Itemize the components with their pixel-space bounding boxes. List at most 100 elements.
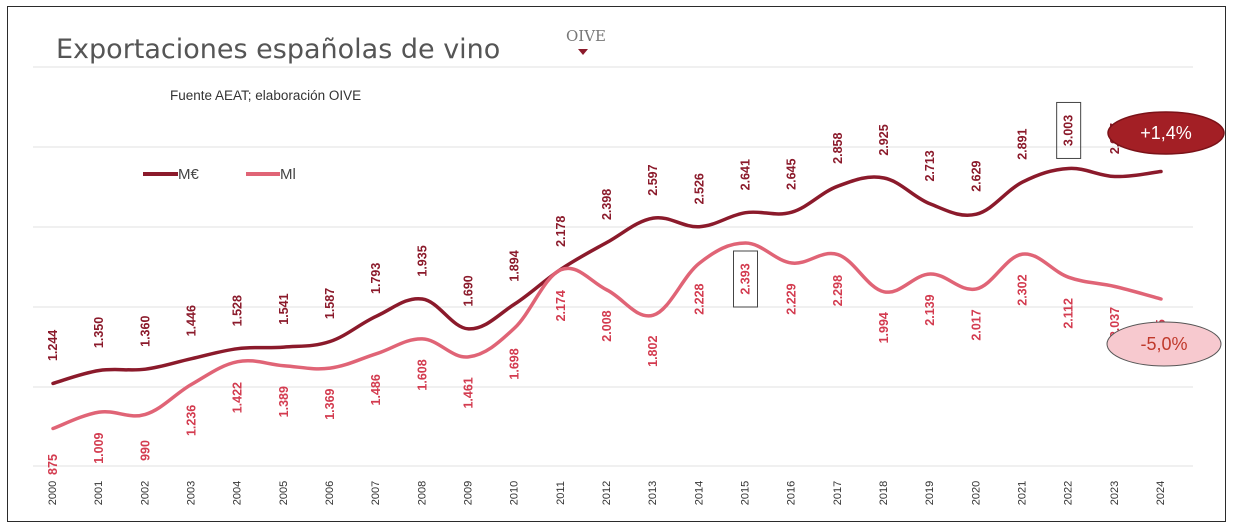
logo: OIVE	[566, 27, 606, 55]
x-tick-label: 2002	[139, 481, 151, 505]
data-label-group: 2.629	[969, 160, 983, 191]
chart: Exportaciones españolas de vino Fuente A…	[33, 27, 1225, 505]
data-label-group: 2.229	[785, 283, 799, 314]
data-label: 1.486	[369, 374, 383, 405]
data-label: 1.236	[185, 405, 199, 436]
data-label-group: 1.350	[92, 317, 106, 348]
x-tick-label: 2006	[324, 481, 336, 505]
x-tick-label: 2012	[601, 481, 613, 505]
chart-title: Exportaciones españolas de vino	[56, 34, 500, 65]
x-tick-label: 2004	[232, 481, 244, 505]
highlight-box	[1056, 101, 1082, 159]
data-label-group: 1.360	[138, 316, 152, 347]
logo-text: OIVE	[566, 27, 606, 45]
data-label-group: 2.298	[831, 275, 845, 306]
data-label-group: 1.528	[231, 295, 245, 326]
data-label-group: 1.446	[185, 305, 199, 336]
x-tick-label: 2001	[93, 481, 105, 505]
data-label: 2.008	[600, 310, 614, 341]
data-label: 990	[138, 440, 152, 461]
x-tick-label: 2010	[509, 481, 521, 505]
x-tick-label: 2013	[647, 481, 659, 505]
x-tick-label: 2008	[416, 481, 428, 505]
x-tick-label: 2016	[786, 481, 798, 505]
x-tick-label: 2015	[740, 481, 752, 505]
x-tick-label: 2018	[878, 481, 890, 505]
x-tick-label: 2009	[463, 481, 475, 505]
legend-label-me: M€	[178, 166, 199, 183]
data-label-group: 2.641	[739, 159, 753, 190]
data-label: 2.597	[646, 164, 660, 195]
data-label: 2.858	[831, 132, 845, 163]
data-label: 875	[46, 454, 60, 475]
x-tick-label: 2020	[970, 481, 982, 505]
data-label-group: 1.994	[877, 312, 891, 343]
legend-label-ml: Ml	[280, 166, 296, 183]
data-label: 1.608	[415, 359, 429, 390]
x-tick-label: 2023	[1109, 481, 1121, 505]
change-badge-me-shape	[1107, 111, 1225, 155]
x-tick-label: 2011	[555, 481, 567, 505]
data-label: 2.178	[554, 216, 568, 247]
data-label-group: 1.587	[323, 288, 337, 319]
data-label-group: 1.422	[231, 382, 245, 413]
data-label-group: 1.236	[185, 405, 199, 436]
data-label-group: 1.690	[462, 275, 476, 306]
change-badge-me-text: +1,4%	[1140, 123, 1192, 143]
data-label-group: 1.894	[508, 250, 522, 281]
data-label: 2.139	[923, 294, 937, 325]
data-label-group: 2.858	[831, 132, 845, 163]
data-label: 2.174	[554, 290, 568, 321]
data-label: 1.690	[462, 275, 476, 306]
data-label-group: 2.008	[600, 310, 614, 341]
data-label-group: 875	[46, 454, 60, 475]
data-label-group: 2.139	[923, 294, 937, 325]
data-label: 2.641	[739, 159, 753, 190]
logo-mark	[578, 49, 588, 55]
data-label: 1.244	[46, 330, 60, 361]
data-label: 1.389	[277, 386, 291, 417]
data-label: 1.802	[646, 336, 660, 367]
data-label-group: 2.112	[1062, 298, 1076, 329]
series-lines	[51, 166, 1163, 431]
data-label-group: 2.017	[969, 309, 983, 340]
data-label: 2.398	[600, 189, 614, 220]
x-tick-label: 2000	[47, 481, 59, 505]
x-tick-label: 2019	[924, 481, 936, 505]
data-label: 2.925	[877, 124, 891, 155]
data-label: 2.112	[1062, 298, 1076, 329]
data-label: 1.446	[185, 305, 199, 336]
data-label-group: 1.389	[277, 386, 291, 417]
x-axis-ticks: 2000 2001 2002 2003 2004 2005 2006 2007 2008 2009…	[47, 481, 1167, 505]
data-label-group: 2.925	[877, 124, 891, 155]
data-label-group: 2.891	[1016, 128, 1030, 159]
data-label: 1.698	[508, 348, 522, 379]
change-badge-ml-text: -5,0%	[1140, 334, 1187, 354]
data-label-group: 3.003	[1056, 101, 1082, 159]
x-tick-label: 2014	[693, 481, 705, 505]
data-label: 1.422	[231, 382, 245, 413]
data-label-group: 2.302	[1016, 274, 1030, 305]
data-label-group: 1.935	[415, 245, 429, 276]
x-tick-label: 2003	[186, 481, 198, 505]
data-label-group: 2.178	[554, 216, 568, 247]
data-label: 1.461	[462, 377, 476, 408]
gridlines	[33, 66, 1193, 467]
data-label-group: 1.244	[46, 330, 60, 361]
data-label-group: 2.228	[692, 283, 706, 314]
data-label: 1.009	[92, 432, 106, 463]
highlight-box	[733, 250, 758, 308]
x-tick-label: 2021	[1017, 481, 1029, 505]
x-tick-label: 2007	[370, 481, 382, 505]
data-label: 2.298	[831, 275, 845, 306]
data-label-group: 990	[138, 440, 152, 461]
change-badge-ml-shape	[1106, 321, 1222, 367]
data-label: 1.360	[138, 316, 152, 347]
data-label-group: 1.369	[323, 388, 337, 419]
x-tick-label: 2017	[832, 481, 844, 505]
data-label-group: 2.713	[923, 150, 937, 181]
data-label: 2.713	[923, 150, 937, 181]
data-label: 3.003	[1062, 115, 1076, 146]
data-label-group: 2.645	[785, 159, 799, 190]
data-label: 1.541	[277, 293, 291, 324]
